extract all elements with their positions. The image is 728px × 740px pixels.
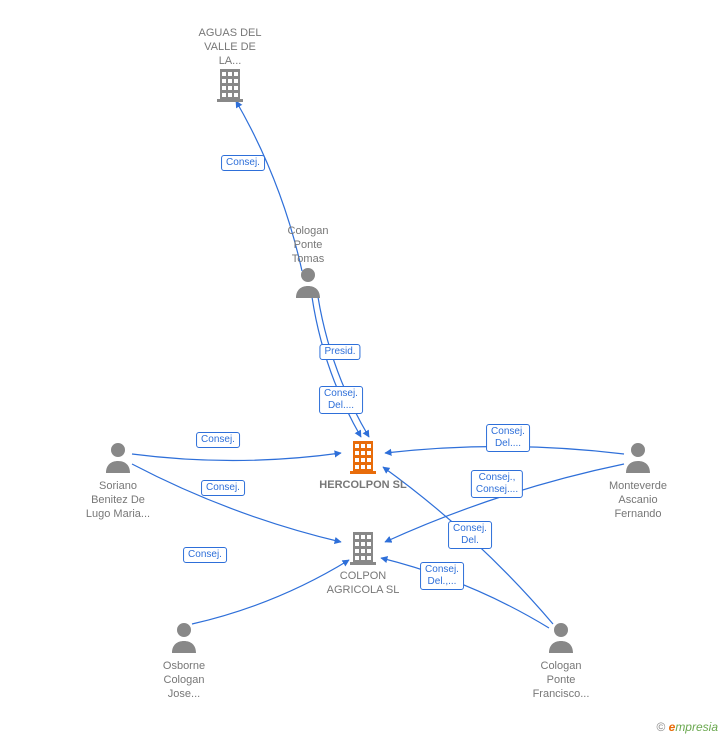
- node-label: Osborne Cologan Jose...: [144, 660, 224, 701]
- node-label: COLPON AGRICOLA SL: [313, 570, 413, 598]
- person-icon: [106, 443, 130, 473]
- building-icon: [350, 441, 376, 474]
- edge-label: Consej. Del.: [448, 521, 492, 549]
- edge-label: Consej.: [221, 155, 265, 171]
- person-icon: [549, 623, 573, 653]
- brand-rest: mpresia: [675, 720, 718, 734]
- copyright-footer: © empresia: [656, 720, 718, 734]
- node-label: Cologan Ponte Francisco...: [516, 660, 606, 701]
- edge-label: Consej.: [201, 480, 245, 496]
- copyright-symbol: ©: [656, 720, 665, 734]
- edge-label: Consej. Del....: [319, 386, 363, 414]
- diagram-canvas: [0, 0, 728, 740]
- edge: [132, 464, 341, 542]
- edge-label: Consej., Consej....: [471, 470, 523, 498]
- node-label: Monteverde Ascanio Fernando: [593, 480, 683, 521]
- edge-label: Presid.: [319, 344, 360, 360]
- person-icon: [296, 268, 320, 298]
- node-label: Cologan Ponte Tomas: [273, 225, 343, 266]
- building-icon: [350, 532, 376, 565]
- edge-label: Consej.: [183, 547, 227, 563]
- node-label: AGUAS DEL VALLE DE LA...: [185, 27, 275, 68]
- edge-label: Consej.: [196, 432, 240, 448]
- building-icon: [217, 69, 243, 102]
- node-label: HERCOLPON SL: [308, 479, 418, 493]
- person-icon: [172, 623, 196, 653]
- edge-label: Consej. Del.,...: [420, 562, 464, 590]
- person-icon: [626, 443, 650, 473]
- edge: [132, 453, 341, 461]
- edge: [318, 297, 369, 437]
- node-label: Soriano Benitez De Lugo Maria...: [73, 480, 163, 521]
- edge-label: Consej. Del....: [486, 424, 530, 452]
